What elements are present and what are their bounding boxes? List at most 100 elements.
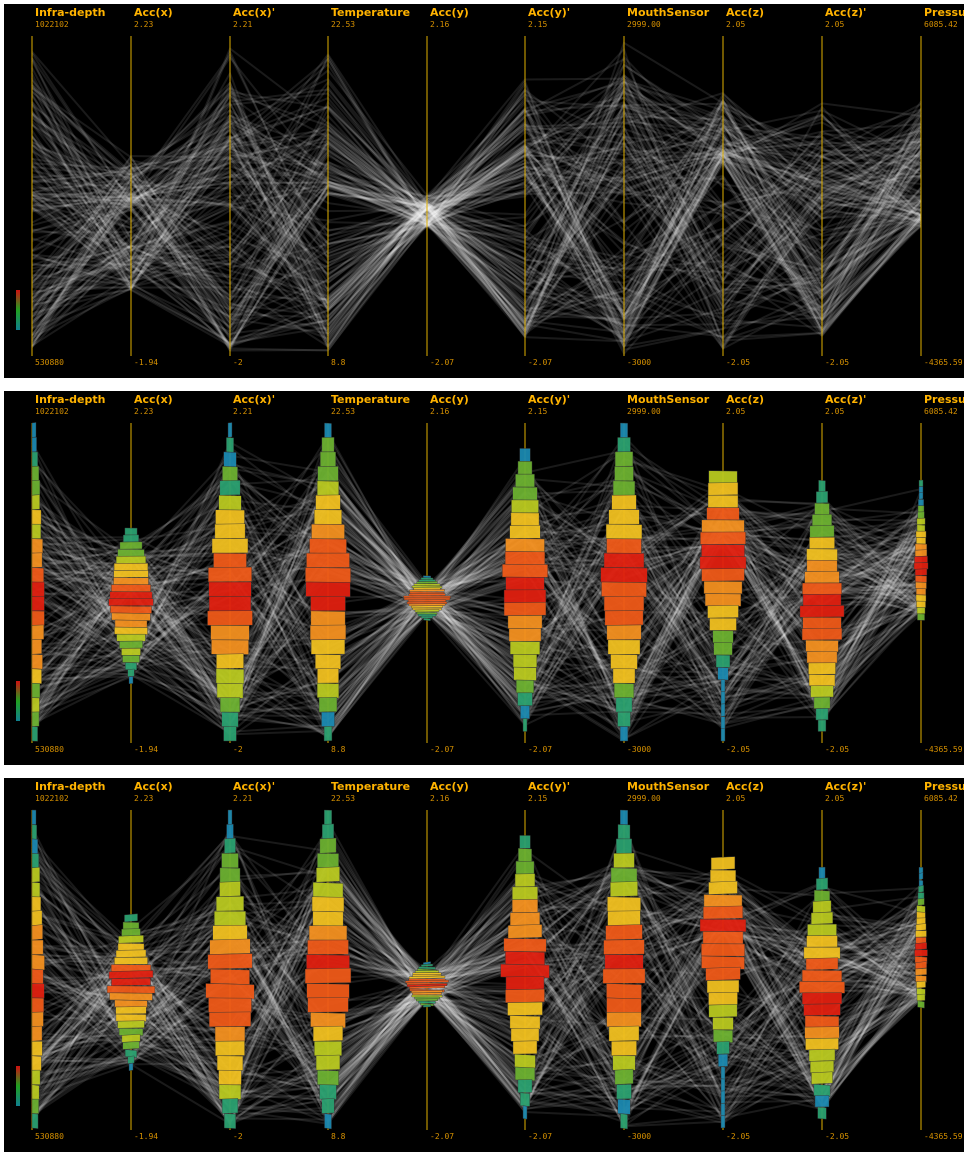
glyph-bin	[124, 527, 138, 536]
glyph-bin	[803, 1003, 841, 1016]
data-line	[31, 84, 922, 352]
axis-min-5: -2.07	[528, 745, 553, 754]
data-line	[31, 518, 922, 724]
glyph-bin	[31, 697, 40, 713]
data-line	[31, 79, 922, 326]
data-line	[31, 446, 922, 734]
polyline-bundle	[31, 430, 922, 743]
data-line	[31, 92, 922, 342]
data-line	[31, 123, 922, 320]
glyph-bin	[216, 895, 244, 912]
data-line	[31, 933, 922, 1113]
glyph-bin	[226, 437, 234, 453]
data-line	[31, 899, 922, 1109]
data-line	[31, 851, 922, 1070]
glyph-bin	[916, 917, 926, 925]
glyph-bin	[408, 593, 446, 597]
axis-label-7: Acc(z)	[726, 393, 765, 406]
data-line	[31, 76, 922, 336]
data-line	[31, 489, 922, 728]
glyph-bin	[406, 983, 448, 988]
data-line	[31, 863, 922, 1002]
data-line	[31, 106, 922, 302]
glyph-bin	[713, 1029, 733, 1043]
axis-min-8: -2.05	[825, 358, 850, 367]
glyph-bin	[917, 892, 925, 900]
data-line	[31, 454, 922, 741]
glyph-bin	[109, 992, 153, 1001]
data-line	[31, 868, 922, 1008]
data-line	[31, 465, 922, 716]
glyph-bin	[509, 912, 541, 926]
data-line	[31, 497, 922, 720]
glyph-bin	[504, 551, 546, 565]
data-line	[31, 82, 922, 332]
glyph-bin	[720, 703, 726, 717]
data-line	[31, 896, 922, 1074]
data-line	[31, 125, 922, 316]
glyph-bin	[918, 479, 924, 487]
glyph-bin	[717, 667, 729, 681]
glyph-bin	[115, 1006, 147, 1015]
glyph-bin	[503, 602, 547, 616]
data-line	[31, 827, 922, 1095]
axis-min-6: -3000	[627, 1132, 652, 1141]
glyph-bin	[215, 509, 245, 525]
glyph-bin	[604, 954, 644, 970]
data-line	[31, 831, 922, 1104]
density-glyph	[403, 575, 451, 621]
data-line	[31, 442, 922, 716]
axis-label-4: Acc(y)	[430, 393, 469, 406]
axis-max-2: 2.21	[233, 20, 253, 29]
data-line	[31, 139, 922, 349]
axis-min-1: -1.94	[134, 745, 159, 754]
data-line	[31, 480, 922, 653]
density-glyph	[914, 867, 928, 1009]
data-line	[31, 885, 922, 1093]
data-line	[31, 819, 922, 1099]
glyph-bin	[816, 491, 828, 504]
data-line	[31, 909, 922, 1116]
data-line	[31, 514, 922, 717]
data-line	[31, 469, 922, 663]
data-line	[31, 47, 922, 349]
data-line	[31, 100, 922, 342]
glyph-bin	[408, 603, 446, 607]
glyph-bin	[31, 610, 45, 626]
data-line	[31, 470, 922, 709]
data-line	[31, 510, 922, 731]
data-line	[31, 92, 922, 318]
data-line	[31, 87, 922, 288]
glyph-bin	[715, 654, 731, 668]
data-line	[31, 901, 922, 1105]
data-line	[31, 532, 922, 739]
data-line	[31, 164, 922, 327]
data-line	[31, 497, 922, 713]
data-line	[31, 506, 922, 730]
data-line	[31, 895, 922, 1102]
data-line	[31, 57, 922, 308]
glyph-bin	[122, 655, 140, 663]
density-glyph	[699, 856, 747, 1129]
data-line	[31, 126, 922, 285]
glyph-bin	[712, 1017, 734, 1030]
data-line	[31, 826, 922, 1027]
glyph-bin	[512, 654, 538, 668]
glyph-bin	[515, 473, 535, 488]
data-line	[31, 100, 922, 333]
data-line	[31, 514, 922, 690]
glyph-bin	[407, 599, 447, 603]
data-line	[31, 850, 922, 1104]
data-line	[31, 469, 922, 731]
data-line	[31, 890, 922, 1096]
glyph-bin	[31, 1055, 42, 1072]
data-line	[31, 913, 922, 1114]
data-line	[31, 503, 922, 726]
glyph-bin	[31, 552, 43, 568]
data-line	[31, 542, 922, 704]
glyph-bin	[611, 1040, 637, 1056]
axis-min-0: 530880	[35, 358, 64, 367]
axis-max-6: 2999.00	[627, 20, 661, 29]
glyph-bin	[811, 911, 833, 925]
data-line	[31, 510, 922, 716]
